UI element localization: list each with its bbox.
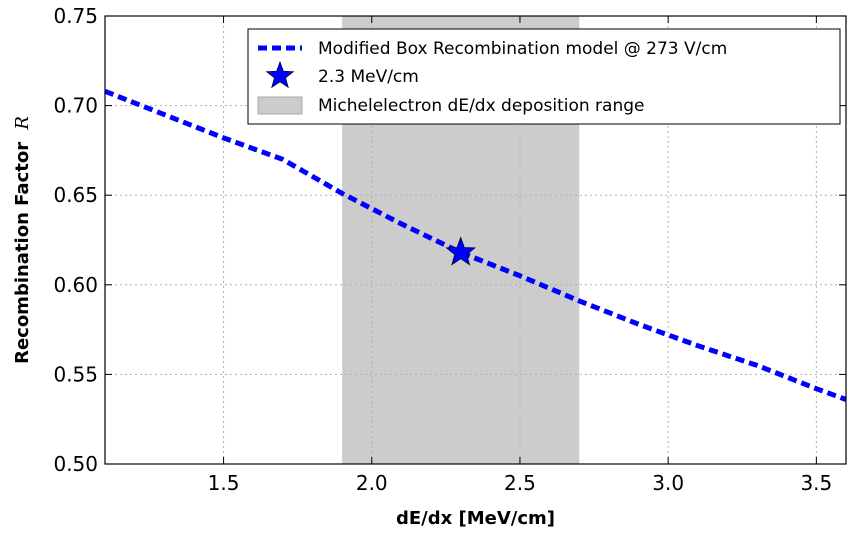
y-tick-label: 0.60 — [53, 273, 98, 297]
y-tick-label: 0.75 — [53, 4, 98, 28]
y-tick-label: 0.55 — [53, 362, 98, 386]
x-axis-title: dE/dx [MeV/cm] — [396, 508, 555, 529]
y-axis-title-symbol: R — [12, 116, 33, 131]
y-axis-title: Recombination Factor R — [12, 116, 33, 364]
x-tick-label: 2.5 — [504, 471, 536, 495]
x-tick-label: 1.5 — [208, 471, 240, 495]
plot-frame — [104, 15, 847, 465]
legend-band-swatch — [257, 96, 303, 115]
legend: Modified Box Recombination model @ 273 V… — [247, 28, 841, 125]
y-axis-title-text: Recombination Factor — [12, 142, 33, 364]
y-tick-label: 0.70 — [53, 94, 98, 118]
series-layer — [104, 88, 847, 402]
star-marker — [445, 236, 476, 266]
series-line — [104, 88, 847, 402]
legend-band-label: Michelelectron dE/dx deposition range — [318, 96, 644, 116]
tick-layer: 1.5 2.0 2.5 3.0 3.5 0.50 0.55 0.60 0.65 0.70 0.75 — [53, 4, 846, 495]
y-tick-label: 0.50 — [53, 452, 98, 476]
x-tick-label: 3.0 — [652, 471, 684, 495]
legend-marker-label: 2.3 MeV/cm — [318, 67, 419, 87]
legend-star-swatch — [265, 60, 295, 89]
legend-series-label: Modified Box Recombination model @ 273 V… — [318, 39, 727, 59]
x-tick-label: 2.0 — [356, 471, 388, 495]
marker-layer — [445, 236, 476, 266]
y-tick-label: 0.65 — [53, 183, 98, 207]
x-tick-label: 3.5 — [800, 471, 832, 495]
legend-box — [247, 28, 841, 125]
